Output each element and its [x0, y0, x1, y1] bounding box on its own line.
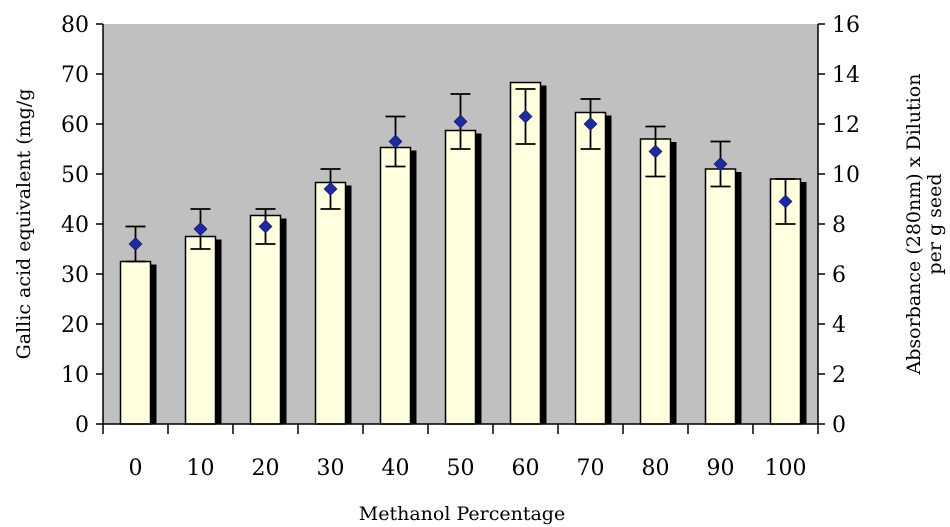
- y-tick-label: 40: [61, 213, 89, 238]
- bar: [314, 181, 347, 425]
- bar: [444, 129, 477, 425]
- x-axis-title: Methanol Percentage: [359, 503, 565, 525]
- data-point: [128, 237, 143, 251]
- y-tick-label: 70: [61, 63, 89, 88]
- axis-labels: Methanol Percentage Gallic acid equivale…: [13, 74, 946, 525]
- x-tick-label: 10: [187, 456, 215, 481]
- y-tick-label: 10: [61, 363, 89, 388]
- data-point: [713, 157, 728, 171]
- x-tick-label: 100: [765, 456, 807, 481]
- y-tick-label: 20: [61, 313, 89, 338]
- y2-tick-label: 14: [832, 63, 860, 88]
- data-point: [453, 114, 468, 129]
- bar: [249, 214, 282, 425]
- data-point: [778, 194, 793, 209]
- data-point: [193, 222, 208, 236]
- x-tick-label: 50: [447, 456, 475, 481]
- bar: [704, 168, 737, 425]
- y2-tick-label: 4: [832, 313, 846, 338]
- y-axis-title: Gallic acid equivalent (mg/g: [13, 89, 35, 360]
- y2-tick-label: 8: [832, 213, 846, 238]
- y2-tick-label: 2: [832, 363, 846, 388]
- bar: [119, 260, 152, 425]
- y-tick-label: 30: [61, 263, 89, 288]
- x-tick-label: 60: [512, 456, 540, 481]
- data-point: [323, 182, 338, 196]
- x-tick-label: 0: [129, 456, 143, 481]
- y2-axis-title-line1: Absorbance (280nm) x Dilution: [903, 74, 925, 376]
- points: [125, 88, 796, 263]
- bar: [639, 138, 672, 425]
- bars: [119, 81, 807, 425]
- data-point: [258, 219, 273, 234]
- data-point: [648, 144, 663, 159]
- x-tick-label: 70: [577, 456, 605, 481]
- y2-tick-label: 10: [832, 163, 860, 188]
- bar: [574, 111, 607, 425]
- x-tick-label: 30: [317, 456, 345, 481]
- bar: [379, 146, 412, 425]
- x-tick-label: 90: [707, 456, 735, 481]
- data-point: [518, 109, 533, 124]
- axes: 0 10 20 30 40 50 60 70 80 90 100 0 10 20 30 40 50 60 70 80 0…: [61, 13, 860, 481]
- y2-tick-label: 16: [832, 13, 860, 38]
- y2-tick-label: 12: [832, 113, 860, 138]
- x-tick-label: 20: [252, 456, 280, 481]
- y-tick-label: 0: [75, 413, 89, 438]
- y2-tick-label: 0: [832, 413, 846, 438]
- y2-tick-label: 6: [832, 263, 846, 288]
- x-tick-label: 40: [382, 456, 410, 481]
- y2-axis-title-line2: per g seed: [924, 173, 946, 274]
- y-tick-label: 60: [61, 113, 89, 138]
- x-tick-label: 80: [642, 456, 670, 481]
- data-point: [388, 134, 403, 149]
- y-tick-label: 50: [61, 163, 89, 188]
- bar: [184, 235, 217, 425]
- data-point: [583, 117, 598, 131]
- y-tick-label: 80: [61, 13, 89, 38]
